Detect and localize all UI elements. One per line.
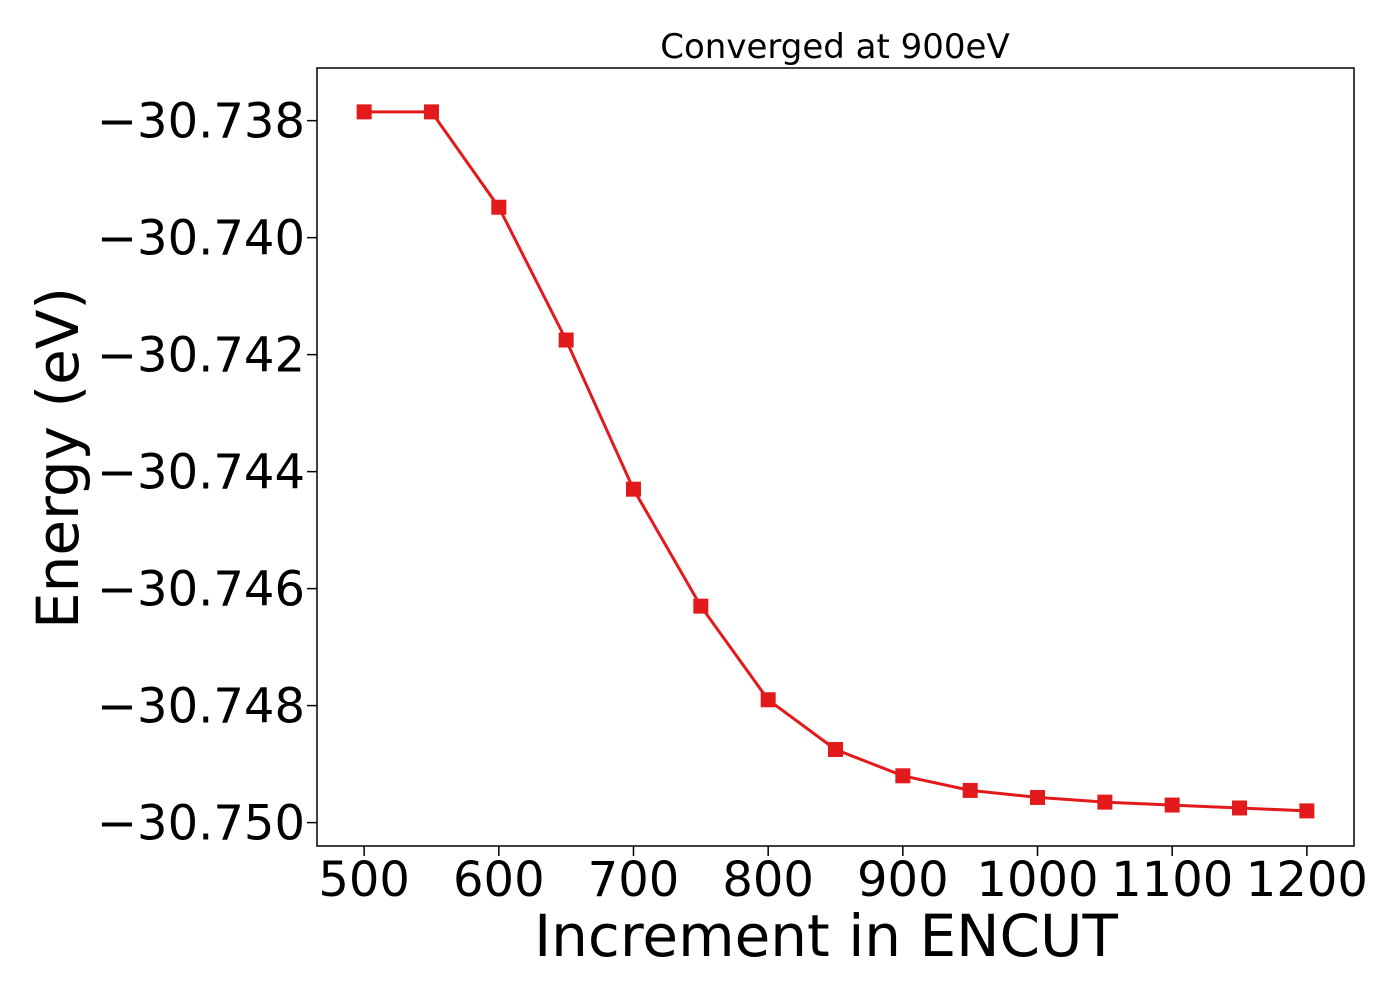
- x-tick-label: 800: [722, 852, 814, 908]
- y-tick-label: −30.742: [97, 328, 305, 384]
- series-line: [364, 110, 1307, 813]
- y-tick-label: −30.748: [97, 679, 305, 735]
- data-point-marker: [1030, 789, 1046, 805]
- chart-title: Converged at 900eV: [660, 27, 1009, 67]
- y-tick-label: −30.750: [97, 796, 305, 852]
- data-point-marker: [1097, 794, 1113, 810]
- y-tick-label: −30.744: [97, 445, 305, 501]
- y-tick-label: −30.746: [97, 562, 305, 618]
- y-tick-label: −30.738: [97, 94, 305, 150]
- data-point-marker: [895, 768, 911, 784]
- x-tick-label: 700: [588, 852, 680, 908]
- data-point-marker: [1164, 797, 1180, 813]
- x-tick-label: 1000: [976, 852, 1098, 908]
- x-tick-label: 900: [857, 852, 949, 908]
- data-point-marker: [1232, 800, 1248, 816]
- x-tick-label: 1100: [1111, 852, 1233, 908]
- data-point-marker: [1299, 803, 1315, 819]
- data-point-marker: [693, 598, 709, 614]
- x-axis-label: Increment in ENCUT: [534, 902, 1118, 970]
- y-tick-label: −30.740: [97, 211, 305, 267]
- x-tick-label: 500: [318, 852, 410, 908]
- plot-area: [356, 104, 1315, 819]
- data-point-marker: [760, 692, 776, 708]
- axes-frame: [316, 67, 1355, 847]
- x-axis: 500 600 700 800 900 1000 1100 1200: [318, 846, 1368, 908]
- data-point-marker: [356, 104, 372, 120]
- data-point-marker: [423, 104, 439, 120]
- y-axis-label: Energy (eV): [24, 287, 92, 629]
- data-point-marker: [491, 199, 507, 215]
- data-point-marker: [558, 332, 574, 348]
- y-axis: −30.738 −30.740 −30.742 −30.744 −30.746 −30.7…: [97, 94, 317, 852]
- x-tick-label: 1200: [1246, 852, 1368, 908]
- x-tick-label: 600: [453, 852, 545, 908]
- data-point-marker: [828, 741, 843, 757]
- data-point-marker: [625, 481, 641, 497]
- data-point-marker: [962, 782, 978, 798]
